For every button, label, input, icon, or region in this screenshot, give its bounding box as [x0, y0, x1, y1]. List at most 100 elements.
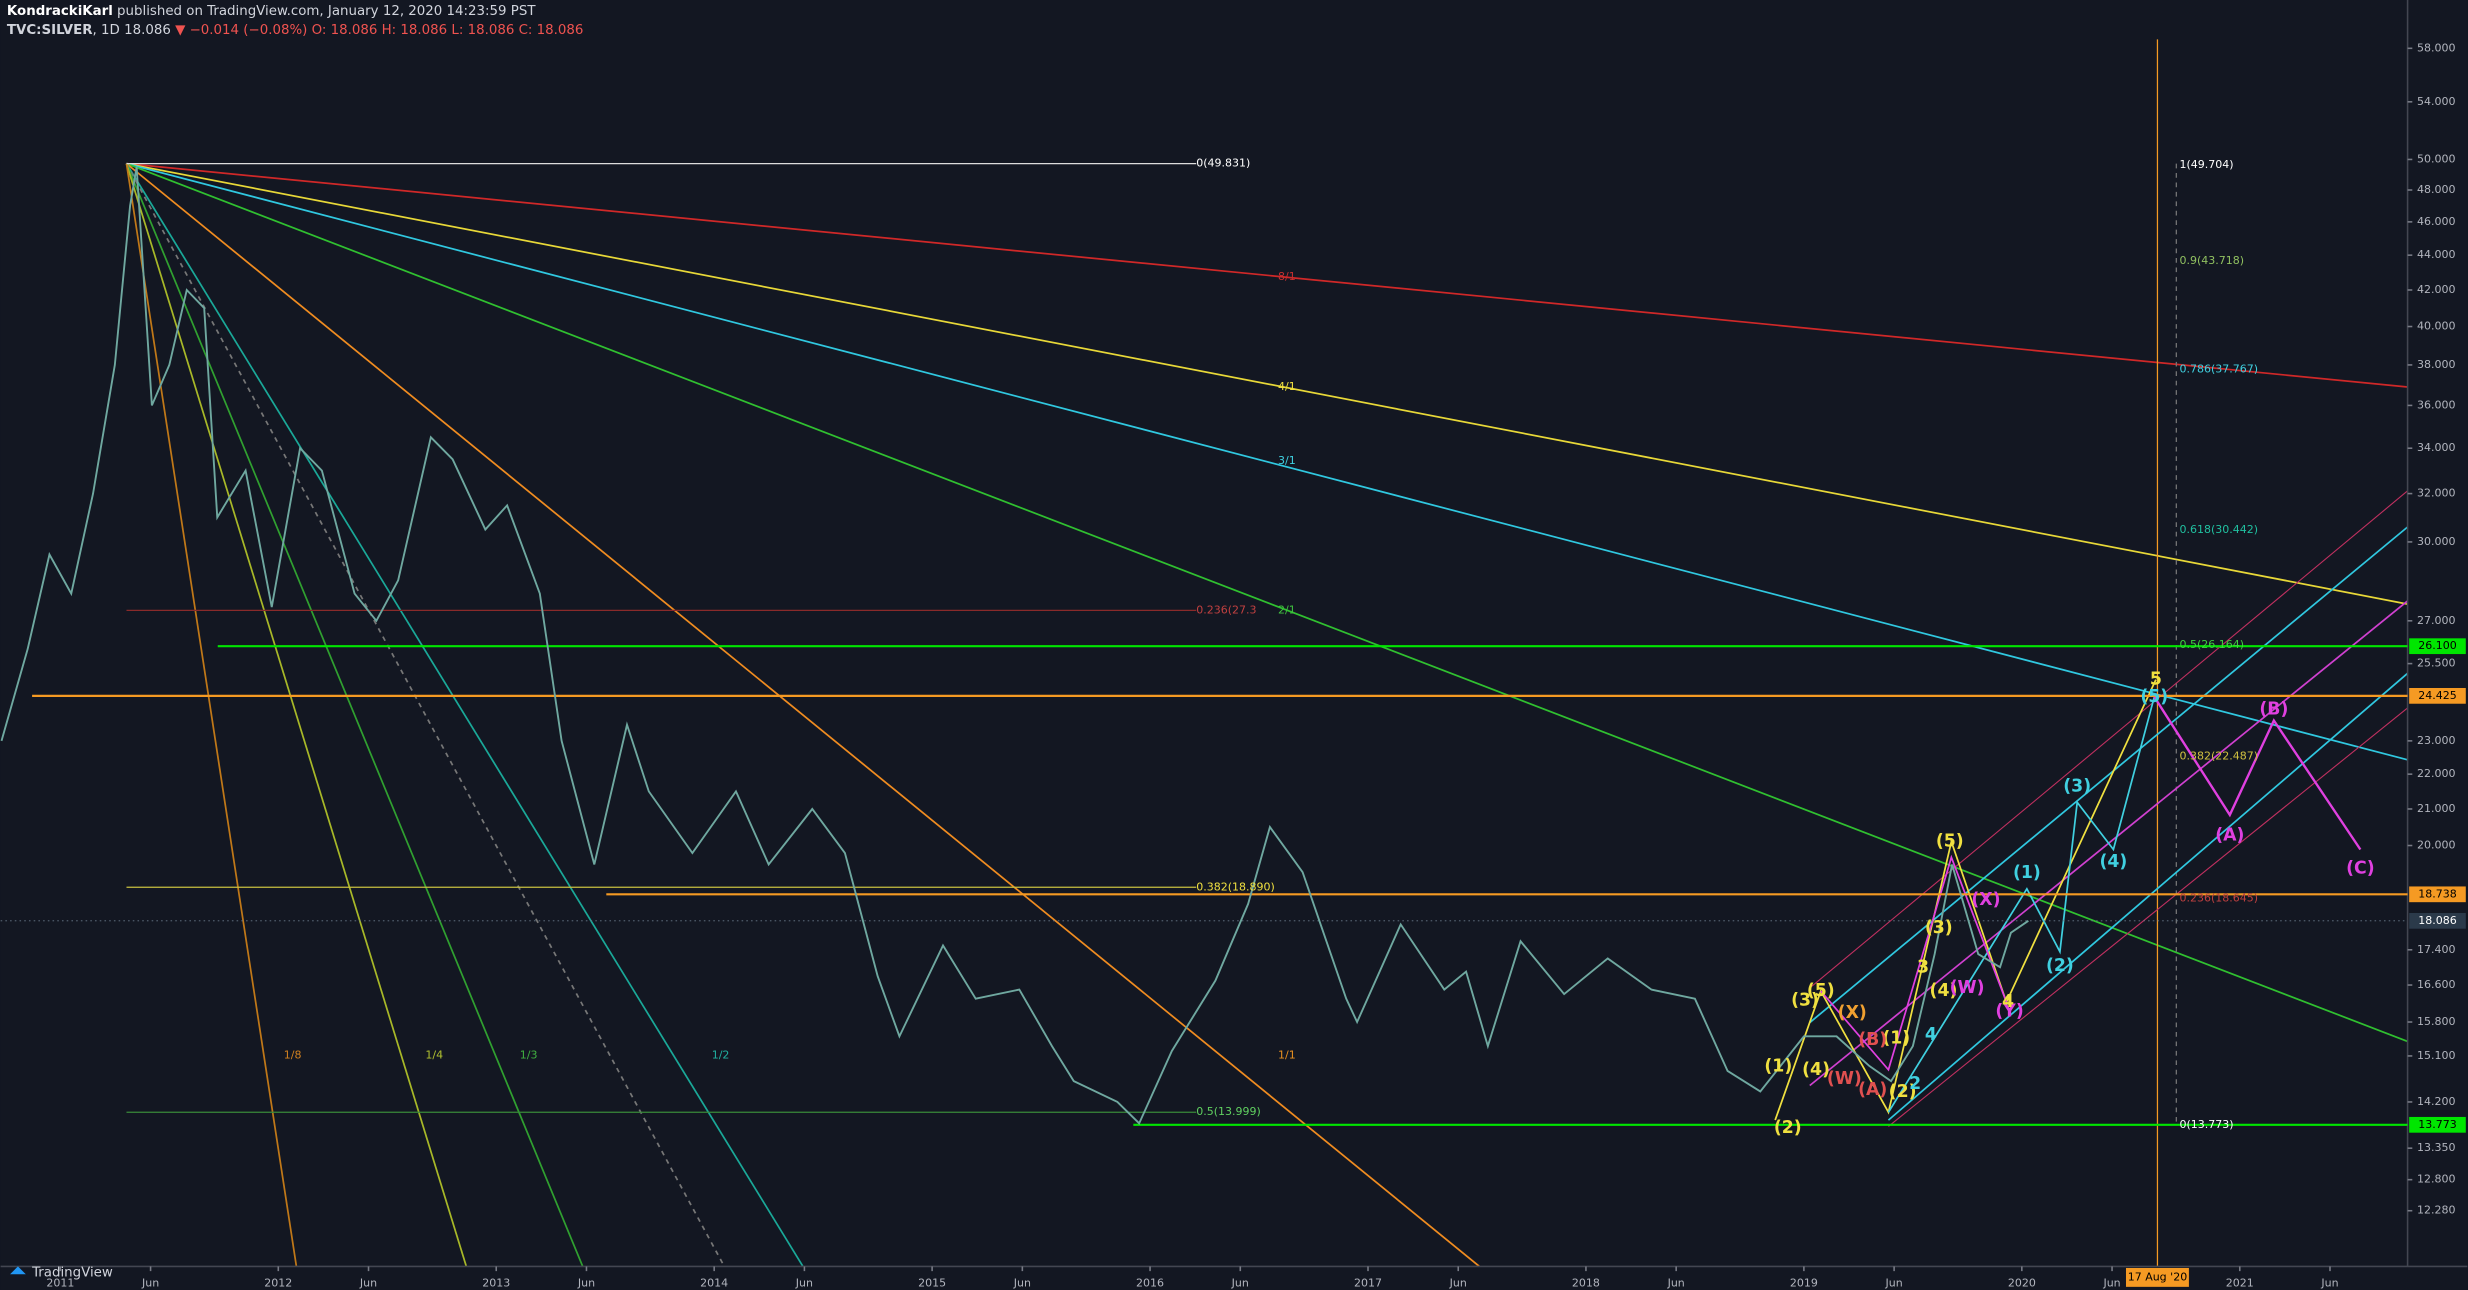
fan-line: [126, 162, 2408, 761]
channel: [1809, 526, 2409, 1024]
y-tick-label: 40.000: [2417, 320, 2456, 333]
y-tick-label: 30.000: [2417, 535, 2456, 548]
annotation: 0.382(22.487): [2179, 750, 2258, 763]
price-badge-label: 18.738: [2418, 887, 2457, 900]
x-tick-label: Jun: [795, 1277, 813, 1290]
annotation: 0.236(18.645): [2179, 891, 2258, 904]
x-tick-label: Jun: [1231, 1277, 1249, 1290]
y-tick-label: 27.000: [2417, 614, 2456, 627]
x-tick-label: Jun: [577, 1277, 595, 1290]
price-badge: [2409, 1116, 2466, 1133]
price-badge-label: 13.773: [2418, 1118, 2457, 1131]
fan-line: [125, 163, 804, 1267]
price-badge: [2409, 886, 2466, 903]
fan-line: [125, 163, 468, 1267]
y-tick-label: 48.000: [2417, 183, 2456, 196]
y-tick-label: 12.280: [2417, 1204, 2456, 1217]
y-tick-label: 20.000: [2417, 839, 2456, 852]
y-tick-label: 44.000: [2417, 248, 2456, 261]
annotation: 5: [2150, 670, 2162, 690]
price-axis: [2407, 0, 2468, 1267]
y-tick-label: 32.000: [2417, 487, 2456, 500]
annotation: 3: [1917, 958, 1929, 978]
symbol: TVC:SILVER: [7, 23, 93, 38]
annotation: 0.5(26.164): [2179, 638, 2244, 651]
drawings: [125, 39, 2409, 1268]
wave-path: [1774, 679, 2157, 1121]
annotation: 2/1: [1278, 603, 1296, 616]
y-tick-label: 12.800: [2417, 1173, 2456, 1186]
x-tick-label: 2013: [482, 1277, 510, 1290]
annotation: (1): [1882, 1028, 1910, 1048]
annotation: 3/1: [1278, 454, 1296, 467]
x-tick-label: 2011: [46, 1277, 74, 1290]
price-badge-label: 24.425: [2418, 689, 2457, 702]
y-tick-label: 25.500: [2417, 657, 2456, 670]
x-tick-label: 2017: [1354, 1277, 1382, 1290]
annotation: (2): [2046, 956, 2074, 976]
y-tick-label: 17.400: [2417, 943, 2456, 956]
annotation: (W): [1950, 978, 1985, 998]
y-tick-label: 13.350: [2417, 1141, 2456, 1154]
annotation: (A): [2215, 825, 2244, 845]
header-line: KondrackiKarl published on TradingView.c…: [7, 4, 536, 19]
y-tick-label: 14.200: [2417, 1095, 2456, 1108]
y-tick-label: 15.800: [2417, 1015, 2456, 1028]
x-tick-label: 2014: [700, 1277, 728, 1290]
x-tick-label: 2019: [1790, 1277, 1818, 1290]
x-tick-label: Jun: [1013, 1277, 1031, 1290]
annotation: 0.236(27.3: [1196, 603, 1256, 616]
annotation: 0.5(13.999): [1196, 1105, 1261, 1118]
y-tick-label: 15.100: [2417, 1049, 2456, 1062]
date-badge: [2125, 1267, 2189, 1287]
x-tick-label: Jun: [141, 1277, 159, 1290]
annotation: (5): [1936, 832, 1964, 852]
channel: [1888, 707, 2408, 1127]
y-tick-label: 23.000: [2417, 734, 2456, 747]
fan-line: [126, 162, 2408, 388]
price-badge: [2409, 687, 2466, 704]
change-value: −0.014 (−0.08%): [190, 23, 308, 38]
x-tick-label: Jun: [2320, 1277, 2338, 1290]
y-tick-label: 54.000: [2417, 95, 2456, 108]
y-tick-label: 46.000: [2417, 215, 2456, 228]
price-badge-label: 18.086: [2418, 914, 2457, 927]
date-badge-label: 17 Aug '20: [2128, 1270, 2187, 1283]
annotation: 1/1: [1278, 1049, 1296, 1062]
annotation: 1/8: [284, 1049, 302, 1062]
x-tick-label: 2018: [1572, 1277, 1600, 1290]
price-badge-label: 26.100: [2418, 639, 2457, 652]
x-tick-label: 2012: [264, 1277, 292, 1290]
annotation: 0.9(43.718): [2179, 254, 2244, 267]
annotation: (4): [1930, 981, 1958, 1001]
annotation: (B): [1858, 1030, 1887, 1050]
annotation: (A): [1858, 1080, 1887, 1100]
x-tick-label: Jun: [359, 1277, 377, 1290]
x-tick-label: Jun: [1885, 1277, 1903, 1290]
annotation: (W): [1827, 1069, 1862, 1089]
wave-path: [2153, 696, 2362, 851]
y-tick-label: 58.000: [2417, 41, 2456, 54]
fan-line: [125, 163, 584, 1267]
annotation: 4/1: [1278, 380, 1296, 393]
symbol-line: TVC:SILVER, 1D 18.086 ▼ −0.014 (−0.08%) …: [7, 23, 584, 38]
y-tick-label: 21.000: [2417, 802, 2456, 815]
annotation: 2: [1909, 1074, 1921, 1094]
x-tick-label: Jun: [1449, 1277, 1467, 1290]
interval: 1D: [101, 23, 120, 38]
y-tick-label: 38.000: [2417, 358, 2456, 371]
annotation: (B): [2259, 700, 2288, 720]
annotation: (C): [2346, 858, 2375, 878]
price-badge: [2409, 638, 2466, 655]
annotation: (2): [1774, 1118, 1802, 1138]
change: ▼ −0.014 (−0.08%): [175, 23, 307, 38]
annotation: 0.382(18.890): [1196, 880, 1275, 893]
annotation: 1/3: [520, 1049, 538, 1062]
wave-path: [1820, 854, 2008, 1072]
x-tick-label: 2021: [2226, 1277, 2254, 1290]
fan-line: [125, 163, 726, 1267]
annotation: 4: [2002, 992, 2014, 1012]
last: 18.086: [124, 23, 171, 38]
x-tick-label: 2020: [2008, 1277, 2036, 1290]
